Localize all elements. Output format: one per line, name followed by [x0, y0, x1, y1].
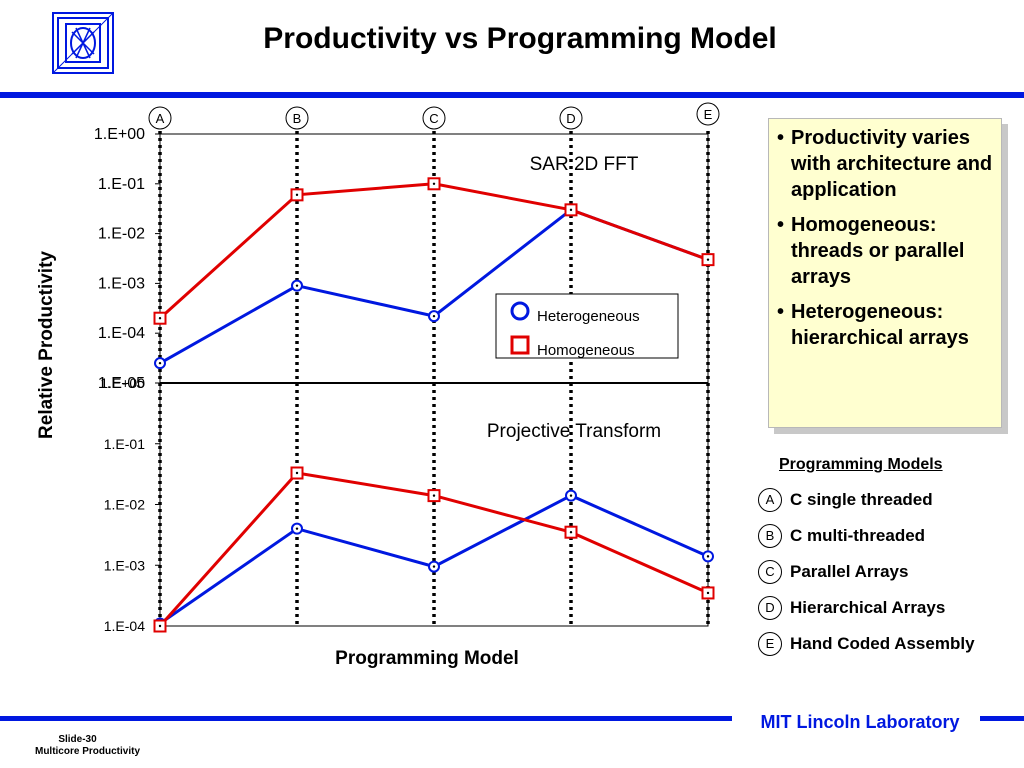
y-tick-label: 1.E-05	[98, 375, 145, 392]
legend-label: Heterogeneous	[537, 308, 640, 325]
summary-bullet: • Productivity varies with architecture a…	[777, 125, 997, 203]
category-badge	[422, 106, 446, 130]
data-point-center	[706, 555, 710, 558]
y-tick-label: 1.E-02	[98, 226, 145, 243]
summary-bullet-text: Heterogeneous: hierarchical arrays	[791, 301, 969, 349]
category-label: D	[566, 111, 575, 126]
data-point-center	[295, 284, 299, 287]
panel-title: Projective Transform	[487, 421, 661, 442]
slide-number: Slide-30	[58, 734, 97, 745]
model-badge: B	[758, 524, 782, 548]
mit-ll-logo-icon	[52, 12, 114, 74]
category-badge	[285, 106, 309, 130]
panel-title: SAR 2D FFT	[530, 154, 639, 175]
data-point-center	[295, 471, 299, 475]
data-point-center	[295, 193, 299, 197]
model-badge: A	[758, 488, 782, 512]
category-badge	[696, 102, 720, 126]
category-label: E	[704, 107, 713, 122]
model-badge: C	[758, 560, 782, 584]
x-axis-label: Programming Model	[335, 648, 519, 669]
category-badge	[148, 106, 172, 130]
summary-bullet-text: Productivity varies with architecture an…	[791, 127, 993, 201]
bullet-dot-icon: •	[777, 214, 785, 236]
footer-rule-left	[0, 716, 732, 721]
y-tick-label: 1.E+00	[94, 126, 145, 143]
footer-rule-right	[980, 716, 1024, 721]
summary-bullet-text: Homogeneous: threads or parallel arrays	[791, 214, 965, 288]
data-point-center	[432, 182, 436, 185]
model-label: Hand Coded Assembly	[790, 634, 975, 653]
y-tick-label: 1.E-04	[104, 618, 145, 634]
summary-list: • Productivity varies with architecture a…	[769, 119, 1001, 351]
summary-bullet: • Heterogeneous: hierarchical arrays	[777, 299, 997, 351]
y-tick-label: 1.E-01	[104, 436, 145, 452]
y-tick-label: 1.E-01	[98, 176, 145, 193]
y-tick-label: 1.E-03	[98, 275, 145, 292]
logo	[52, 12, 114, 74]
data-point-center	[432, 565, 436, 568]
data-point-center	[569, 494, 573, 497]
y-axis-label: Relative Productivity	[36, 251, 57, 439]
legend-marker-homogeneous	[510, 335, 530, 355]
category-label: B	[293, 111, 302, 126]
model-badge: D	[758, 596, 782, 620]
y-tick-label: 1.E+00	[100, 375, 145, 391]
model-badge: E	[758, 632, 782, 656]
data-point-center	[569, 208, 573, 212]
summary-box: • Productivity varies with architecture a…	[768, 118, 1002, 428]
model-label: Parallel Arrays	[790, 562, 909, 581]
slide-subtitle: Multicore Productivity	[34, 746, 140, 757]
programming-models-title: Programming Models	[779, 456, 943, 473]
data-point-center	[432, 314, 436, 318]
category-label: C	[429, 111, 438, 126]
model-label: C single threaded	[790, 490, 933, 509]
y-tick-label: 1.E-04	[98, 325, 145, 342]
y-tick-label: 1.E-03	[104, 557, 145, 573]
legend-marker-heterogeneous	[510, 301, 530, 321]
data-point-center	[706, 591, 710, 595]
category-label: A	[156, 111, 165, 126]
data-point-center	[158, 361, 162, 365]
data-point-center	[158, 317, 162, 320]
legend-label: Homogeneous	[537, 342, 635, 359]
bullet-dot-icon: •	[777, 127, 785, 149]
category-badge	[559, 106, 583, 130]
summary-bullet: • Homogeneous: threads or parallel arrays	[777, 212, 997, 290]
data-point-center	[432, 494, 436, 497]
data-point-center	[569, 530, 573, 534]
model-label: Hierarchical Arrays	[790, 598, 946, 617]
slide-title: Productivity vs Programming Model	[263, 22, 777, 55]
data-point-center	[295, 527, 299, 530]
bullet-dot-icon: •	[777, 301, 785, 323]
model-label: C multi-threaded	[790, 526, 926, 545]
data-point-center	[706, 258, 710, 261]
lab-name: MIT Lincoln Laboratory	[760, 712, 960, 732]
y-tick-label: 1.E-02	[104, 497, 145, 513]
data-point-center	[158, 624, 162, 628]
header-rule	[0, 92, 1024, 98]
